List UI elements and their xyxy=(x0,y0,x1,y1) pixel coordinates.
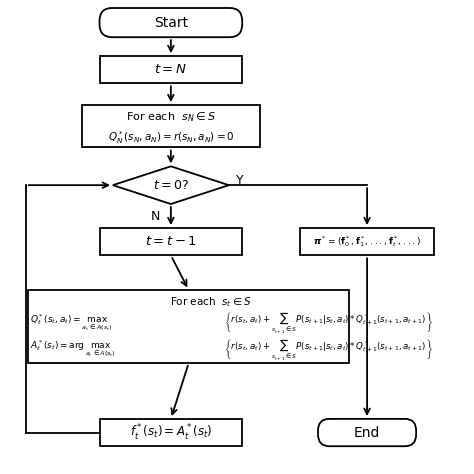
Text: For each  $s_N \in S$: For each $s_N \in S$ xyxy=(126,110,216,124)
Text: $Q_N^*(s_N, a_N) = r(s_N, a_N) = 0$: $Q_N^*(s_N, a_N) = r(s_N, a_N) = 0$ xyxy=(108,130,234,146)
Text: $\boldsymbol{\pi}^* = (\mathbf{f}_0^*, \mathbf{f}_1^*, ..., \mathbf{f}_t^*, ...): $\boldsymbol{\pi}^* = (\mathbf{f}_0^*, \… xyxy=(313,234,421,249)
Bar xyxy=(100,228,242,255)
Text: $Q_t^*(s_t, a_t) = \max_{a_t \in A(s_t)}$: $Q_t^*(s_t, a_t) = \max_{a_t \in A(s_t)}… xyxy=(30,313,113,333)
Text: $t = N$: $t = N$ xyxy=(155,63,187,76)
Bar xyxy=(300,228,434,255)
Text: $t = t - 1$: $t = t - 1$ xyxy=(145,235,197,248)
Bar xyxy=(82,105,260,147)
Text: $t = 0?$: $t = 0?$ xyxy=(153,179,189,191)
FancyBboxPatch shape xyxy=(100,8,242,37)
Text: $\left\{ r(s_t, a_t) + \sum_{s_{t+1} \in S} P(s_{t+1}|s_t, a_t)*Q_{t+1}^*(s_{t+1: $\left\{ r(s_t, a_t) + \sum_{s_{t+1} \in… xyxy=(224,310,433,335)
Text: $A_t^*(s_t) = \arg\max_{a_t \in A(s_t)}$: $A_t^*(s_t) = \arg\max_{a_t \in A(s_t)}$ xyxy=(30,339,116,359)
Text: Start: Start xyxy=(154,16,188,29)
Text: Y: Y xyxy=(236,174,243,187)
FancyBboxPatch shape xyxy=(318,419,416,446)
Bar xyxy=(100,56,242,83)
Text: For each  $s_t \in S$: For each $s_t \in S$ xyxy=(170,295,252,309)
Polygon shape xyxy=(113,166,229,204)
Bar xyxy=(100,419,242,446)
Text: N: N xyxy=(150,210,160,222)
Text: $\left\{ r(s_t, a_t) + \sum_{s_{t+1} \in S} P(s_{t+1}|s_t, a_t)*Q_{t+1}^*(s_{t+1: $\left\{ r(s_t, a_t) + \sum_{s_{t+1} \in… xyxy=(224,337,433,362)
Bar xyxy=(28,290,349,363)
Text: End: End xyxy=(354,426,380,439)
Text: $f_t^*(s_t) = A_t^*(s_t)$: $f_t^*(s_t) = A_t^*(s_t)$ xyxy=(129,422,212,443)
